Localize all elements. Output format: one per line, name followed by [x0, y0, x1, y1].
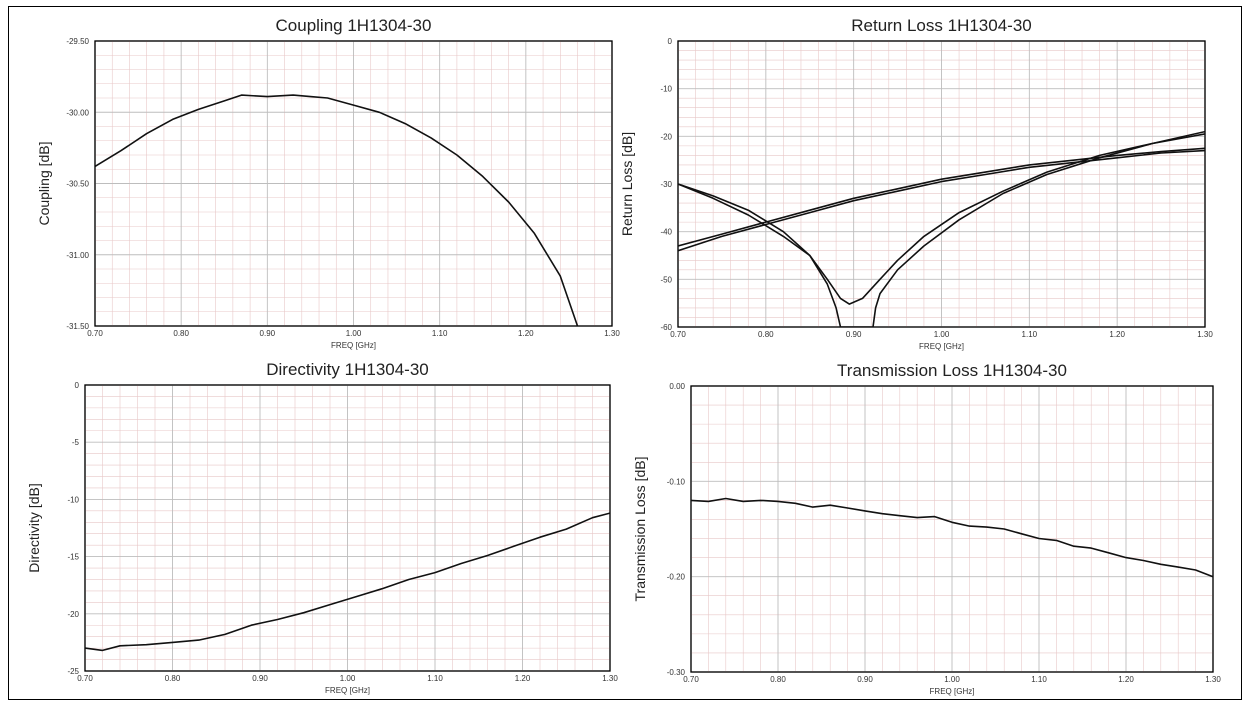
series-line-1 [691, 497, 1213, 578]
y-tick-label: -29.50 [66, 37, 89, 46]
x-tick-label: 1.00 [944, 675, 960, 684]
x-tick-label: 0.80 [770, 675, 786, 684]
y-tick-label: -5 [72, 438, 80, 447]
x-tick-label: 0.70 [670, 330, 686, 339]
x-tick-label: 1.00 [340, 674, 356, 683]
y-axis-label: Coupling [dB] [36, 141, 52, 225]
plot-border [690, 385, 1214, 673]
series-line-1 [85, 512, 610, 652]
chart-panel-4: 0.70 0.80 0.90 1.00 1.10 1.20 1.30 0.00 -0.10 -0.… [632, 361, 1221, 696]
x-axis-label: FREQ [GHz] [930, 687, 975, 696]
y-tick-label: -30.00 [66, 108, 89, 117]
series-line-3 [678, 133, 1205, 305]
x-tick-label: 0.90 [857, 675, 873, 684]
y-tick-label: -10 [660, 85, 672, 94]
x-tick-label: 0.90 [846, 330, 862, 339]
chart-panel-3: 0.70 0.80 0.90 1.00 1.10 1.20 1.30 0 -5 -10 -15 -20… [26, 360, 618, 695]
x-tick-label: 1.30 [1197, 330, 1213, 339]
x-tick-label: 0.90 [260, 329, 276, 338]
plot-border [84, 384, 611, 672]
x-tick-label: 1.00 [346, 329, 362, 338]
series-line-2 [678, 147, 1205, 247]
plot-border [94, 40, 613, 327]
y-tick-label: 0.00 [669, 382, 685, 391]
y-tick-label: 0 [75, 381, 80, 390]
x-axis-label: FREQ [GHz] [325, 686, 370, 695]
y-tick-label: -60 [660, 323, 672, 332]
y-axis-label: Transmission Loss [dB] [632, 457, 648, 602]
chart-panel-2: 0.70 0.80 0.90 1.00 1.10 1.20 1.30 0 -10 -20 -30 -4… [619, 16, 1213, 351]
x-tick-label: 0.80 [173, 329, 189, 338]
y-tick-label: -20 [660, 132, 672, 141]
y-tick-label: -31.00 [66, 251, 89, 260]
series-line-1 [678, 149, 1205, 252]
x-tick-label: 1.30 [1205, 675, 1221, 684]
y-tick-label: -50 [660, 275, 672, 284]
x-tick-label: 1.30 [604, 329, 620, 338]
x-tick-label: 1.20 [1118, 675, 1134, 684]
y-tick-label: 0 [668, 37, 673, 46]
x-axis-label: FREQ [GHz] [331, 341, 376, 350]
x-tick-label: 1.20 [1109, 330, 1125, 339]
x-tick-label: 0.70 [77, 674, 93, 683]
x-tick-label: 0.80 [758, 330, 774, 339]
chart-title: Coupling 1H1304-30 [276, 16, 432, 35]
series-line-4 [678, 130, 1205, 327]
x-tick-label: 0.70 [87, 329, 103, 338]
y-tick-label: -10 [67, 495, 79, 504]
chart-title: Directivity 1H1304-30 [266, 360, 429, 379]
x-tick-label: 1.10 [427, 674, 443, 683]
y-tick-label: -25 [67, 667, 79, 676]
x-tick-label: 1.20 [515, 674, 531, 683]
y-tick-label: -40 [660, 228, 672, 237]
x-tick-label: 0.80 [165, 674, 181, 683]
x-tick-label: 1.10 [1031, 675, 1047, 684]
x-tick-label: 1.30 [602, 674, 618, 683]
y-tick-label: -30.50 [66, 180, 89, 189]
y-tick-label: -31.50 [66, 322, 89, 331]
x-tick-label: 1.20 [518, 329, 534, 338]
chart-title: Transmission Loss 1H1304-30 [837, 361, 1067, 380]
y-tick-label: -0.10 [667, 477, 686, 486]
chart-panel-1: 0.70 0.80 0.90 1.00 1.10 1.20 1.30 -29.50 -30.00… [36, 16, 620, 350]
chart-title: Return Loss 1H1304-30 [851, 16, 1032, 35]
x-axis-label: FREQ [GHz] [919, 342, 964, 351]
x-tick-label: 0.90 [252, 674, 268, 683]
y-axis-label: Directivity [dB] [26, 483, 42, 572]
x-tick-label: 1.10 [1022, 330, 1038, 339]
x-tick-label: 0.70 [683, 675, 699, 684]
y-tick-label: -15 [67, 553, 79, 562]
y-tick-label: -30 [660, 180, 672, 189]
y-tick-label: -0.20 [667, 573, 686, 582]
x-tick-label: 1.00 [934, 330, 950, 339]
series-line-1 [95, 94, 579, 326]
y-axis-label: Return Loss [dB] [619, 132, 635, 236]
x-tick-label: 1.10 [432, 329, 448, 338]
y-tick-label: -20 [67, 610, 79, 619]
y-tick-label: -0.30 [667, 668, 686, 677]
